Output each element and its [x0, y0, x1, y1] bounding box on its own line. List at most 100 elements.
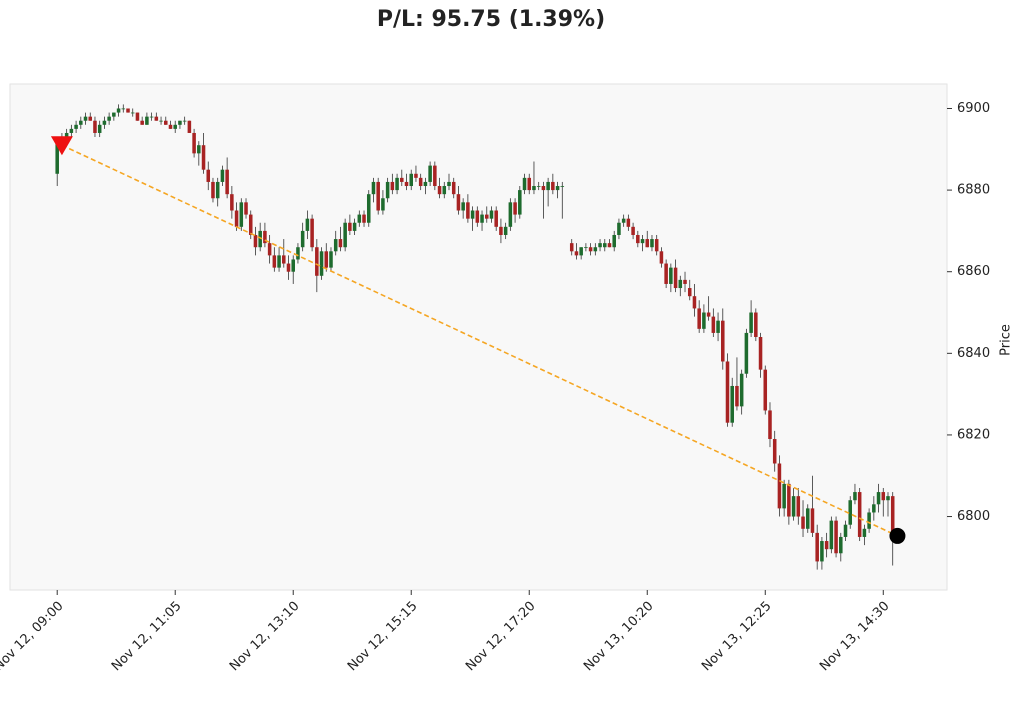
- candle-body: [187, 120, 192, 133]
- candle-body: [763, 369, 768, 411]
- candle-body: [513, 202, 517, 215]
- candle-body: [772, 439, 777, 464]
- candle-body: [220, 169, 225, 182]
- candle-body: [461, 202, 465, 211]
- candle-body: [74, 124, 78, 129]
- candle-body: [291, 259, 295, 272]
- candle-body: [352, 222, 357, 231]
- candle-body: [843, 524, 848, 537]
- candle-body: [739, 373, 744, 407]
- candle-body: [612, 234, 616, 248]
- candle-body: [711, 316, 716, 333]
- candle-body: [116, 108, 121, 113]
- candle-body: [669, 267, 673, 284]
- candle-body: [178, 120, 182, 125]
- candle-body: [83, 116, 88, 121]
- candle-body: [829, 520, 834, 550]
- candle-body: [263, 230, 267, 244]
- entry-marker: [50, 136, 73, 156]
- candle-body: [631, 226, 635, 235]
- candle-body: [867, 512, 871, 529]
- candle-body: [79, 120, 83, 125]
- candle-body: [366, 194, 371, 223]
- candle-body: [758, 337, 763, 370]
- candle-body: [182, 120, 187, 122]
- candle-body: [272, 255, 277, 268]
- trade-line: [61, 144, 898, 537]
- candle-body: [886, 496, 890, 501]
- candle-body: [721, 320, 725, 362]
- candle-body: [173, 124, 177, 129]
- candle-body: [551, 181, 555, 191]
- candle-body: [890, 496, 895, 537]
- candle-body: [706, 312, 711, 317]
- candle-body: [400, 177, 404, 182]
- candle-body: [857, 492, 862, 537]
- candle-body: [489, 210, 494, 219]
- candle-body: [768, 410, 772, 440]
- candle-body: [248, 214, 253, 235]
- candle-body: [754, 312, 758, 337]
- candle-body: [574, 251, 579, 256]
- candle-body: [135, 112, 140, 121]
- candle-body: [697, 308, 701, 329]
- candle-body: [810, 508, 815, 533]
- candle-body: [508, 202, 513, 227]
- candle-body: [357, 214, 362, 223]
- candle-body: [286, 263, 291, 272]
- candle-body: [787, 483, 791, 517]
- candle-body: [230, 194, 234, 211]
- candle-body: [777, 463, 782, 509]
- candle-body: [744, 332, 749, 374]
- candle-body: [848, 500, 853, 525]
- candle-body: [97, 124, 102, 133]
- candle-body: [437, 186, 442, 195]
- candle-body: [626, 218, 631, 227]
- candle-body: [64, 132, 69, 138]
- y-tick-label: 6900: [957, 101, 990, 116]
- candle-body: [664, 263, 668, 284]
- candle-body: [579, 247, 583, 256]
- candle-body: [584, 247, 588, 249]
- candle-body: [801, 516, 805, 529]
- candle-body: [607, 243, 612, 248]
- candle-body: [569, 243, 574, 252]
- candle-body: [645, 239, 650, 248]
- candle-body: [853, 492, 857, 501]
- candle-body: [404, 181, 409, 187]
- x-tick-label: Nov 13, 10:20: [581, 599, 657, 675]
- candle-body: [650, 239, 654, 248]
- candle-body: [480, 214, 484, 223]
- candle-body: [796, 496, 801, 517]
- candle-body: [300, 230, 305, 248]
- candle-body: [588, 247, 593, 252]
- candle-body: [640, 239, 645, 244]
- candle-body: [820, 541, 824, 562]
- y-axis-label: Price: [999, 324, 1014, 356]
- x-tick-label: Nov 13, 12:25: [699, 599, 775, 675]
- candle-body: [730, 385, 734, 423]
- candle-body: [201, 145, 206, 170]
- candle-body: [371, 181, 376, 195]
- candle-body: [466, 202, 470, 219]
- candle-body: [881, 492, 886, 501]
- candle-body: [872, 504, 876, 513]
- candle-body: [168, 124, 173, 129]
- candle-body: [428, 165, 432, 182]
- candle-body: [659, 251, 664, 264]
- candle-body: [140, 120, 144, 125]
- candle-body: [749, 312, 753, 333]
- candle-body: [88, 116, 93, 121]
- candle-body: [192, 132, 196, 154]
- x-tick-label: Nov 12, 17:20: [463, 599, 539, 675]
- candle-body: [319, 251, 324, 276]
- candle-body: [282, 255, 286, 264]
- candle-body: [522, 177, 527, 191]
- candle-body: [149, 116, 154, 118]
- candle-body: [423, 181, 428, 187]
- candle-body: [654, 239, 659, 252]
- plot-area: [9, 83, 948, 591]
- exit-marker: [889, 527, 906, 544]
- candle-body: [258, 230, 262, 248]
